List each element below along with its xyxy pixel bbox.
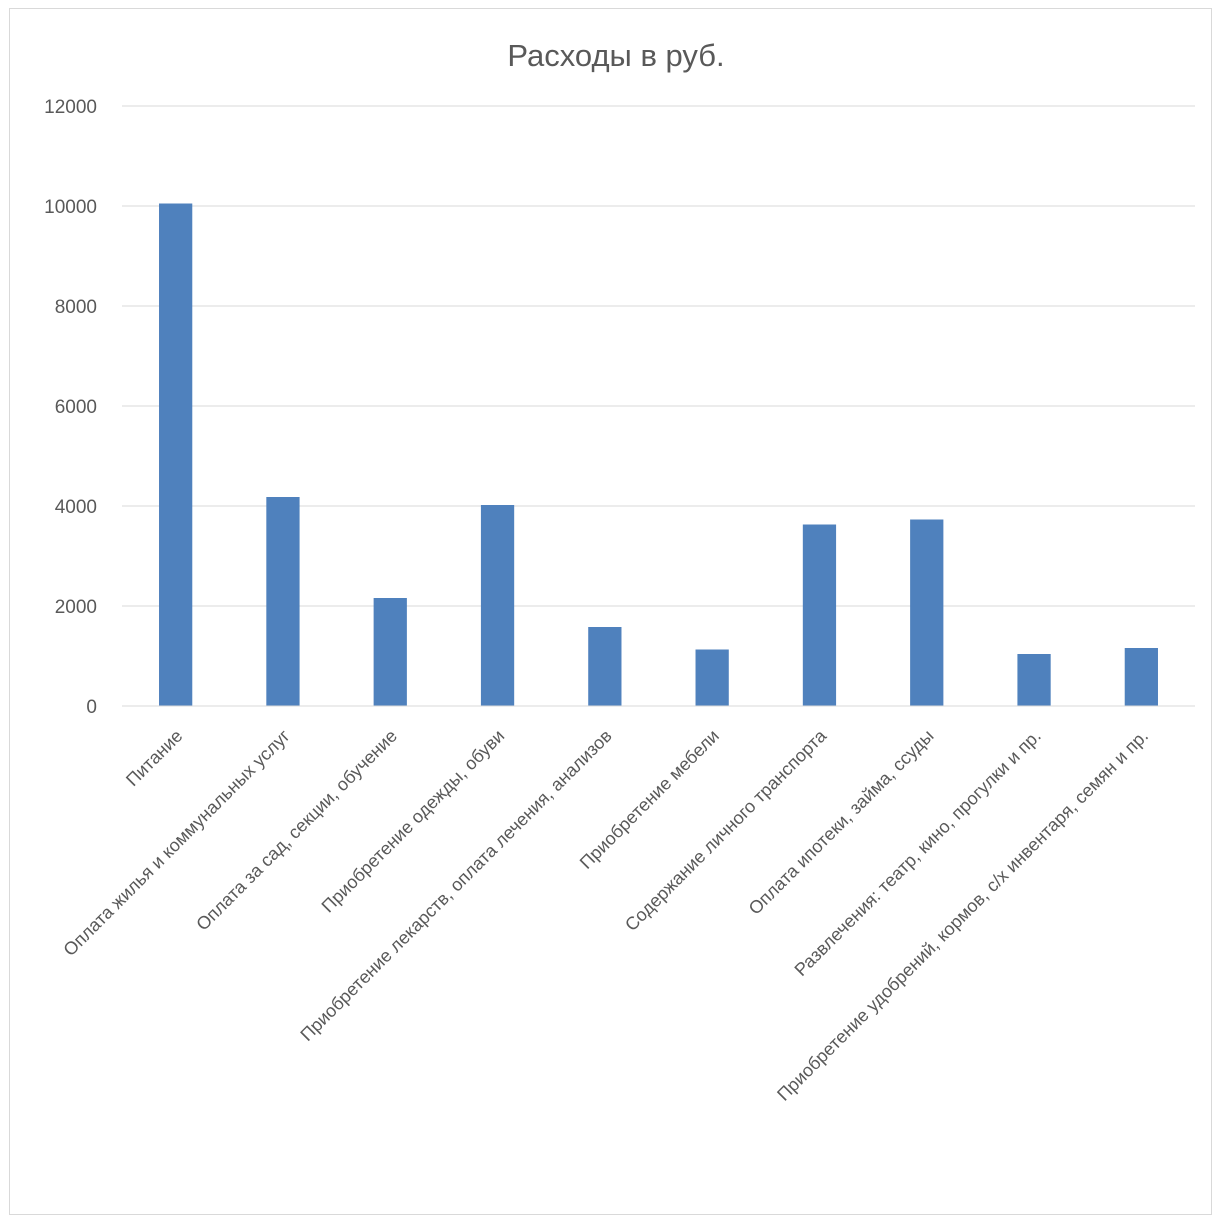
y-tick-label: 10000 <box>44 197 97 218</box>
bar <box>159 203 193 706</box>
gridlines <box>122 105 1195 607</box>
x-tick-label: Питание <box>122 726 186 790</box>
chart-title: Расходы в руб. <box>507 38 724 73</box>
bar <box>588 627 622 706</box>
y-tick-label: 12000 <box>44 97 97 118</box>
y-tick-label: 4000 <box>55 497 97 518</box>
bar <box>802 524 837 706</box>
x-tick-label: Приобретение удобрений, кормов, с/х инве… <box>773 726 1152 1105</box>
bar <box>1017 654 1051 706</box>
bars <box>159 203 1158 706</box>
bar <box>480 505 515 706</box>
x-tick-label: Приобретение одежды, обуви <box>318 726 509 917</box>
x-tick-label: Оплата за сад, секции, обучение <box>192 726 401 935</box>
x-tick-label: Оплата жилья и коммунальных услуг <box>59 725 294 960</box>
bar <box>373 598 407 706</box>
x-tick-label: Развлечения: театр, кино, прогулки и пр. <box>791 726 1045 980</box>
y-tick-label: 6000 <box>55 397 97 418</box>
y-tick-label: 2000 <box>55 597 97 618</box>
bar <box>266 497 300 706</box>
y-tick-label: 0 <box>86 697 97 718</box>
x-tick-label: Оплата ипотеки, займа, ссуды <box>745 726 938 919</box>
bar <box>910 519 944 706</box>
bar <box>695 649 729 706</box>
bar <box>1124 648 1158 706</box>
y-axis: 0 2000 4000 6000 8000 10000 12000 <box>44 97 97 718</box>
x-tick-label: Содержание личного транспорта <box>621 725 831 935</box>
chart-area <box>9 8 1212 1215</box>
y-tick-label: 8000 <box>55 297 97 318</box>
